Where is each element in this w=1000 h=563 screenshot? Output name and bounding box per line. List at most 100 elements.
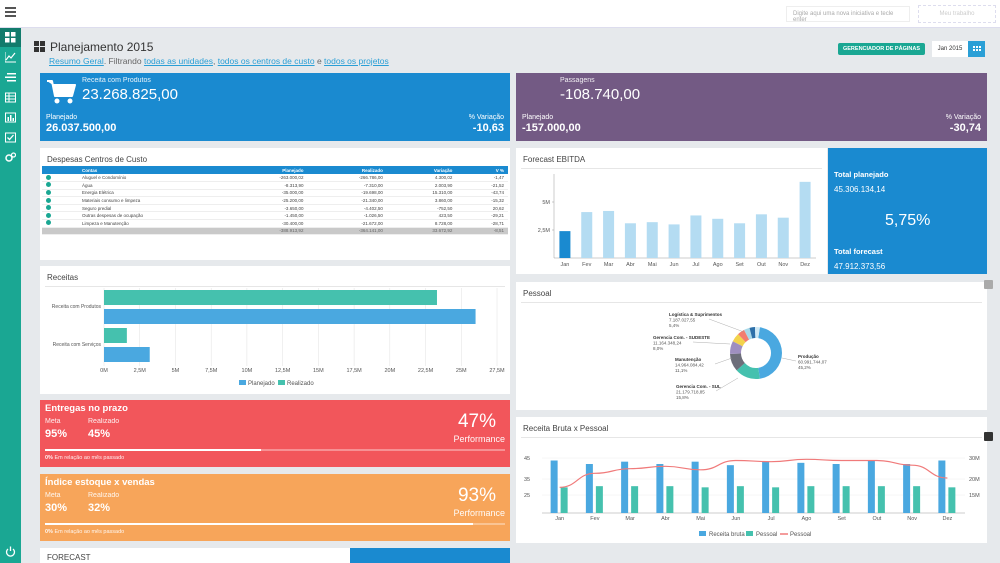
bar (104, 347, 150, 362)
bar (560, 487, 568, 513)
meta-value: 95% (45, 428, 68, 440)
table-header[interactable]: V % (456, 166, 508, 174)
x-tick-label: 22,5M (418, 368, 434, 374)
bar (701, 487, 709, 513)
bar-chart-icon[interactable] (0, 108, 21, 127)
line-chart-icon[interactable] (0, 48, 21, 67)
total-forecast-label: Total forecast (834, 247, 883, 256)
x-tick-label: 20M (384, 368, 395, 374)
x-tick-label: Jan (555, 516, 564, 522)
table-header[interactable]: Planejado (228, 166, 308, 174)
x-tick-label: 17,5M (346, 368, 362, 374)
panel-title: Receita Bruta x Pessoal (523, 424, 609, 433)
pie-label: Produção (798, 354, 819, 359)
table-cell (42, 227, 78, 236)
kpi-passagens: Passagens -108.740,00 Planejado -157.000… (516, 73, 987, 141)
realizado-label: Realizado (88, 418, 120, 425)
legend-label: Receita bruta (709, 532, 745, 538)
bar (585, 464, 593, 513)
link-projetos[interactable]: todos os projetos (324, 56, 389, 66)
x-tick-label: Set (735, 262, 744, 268)
checklist-icon[interactable] (0, 128, 21, 147)
planned-label: Planejado (522, 114, 554, 121)
my-work-button[interactable]: Meu trabalho (918, 5, 996, 23)
x-tick-label: Abr (626, 262, 635, 268)
x-tick-label: 12,5M (275, 368, 291, 374)
kpi-value: -108.740,00 (560, 86, 641, 103)
leader-line (708, 318, 745, 333)
total-planned-value: 45.306.134,14 (834, 185, 886, 194)
bar (797, 462, 805, 513)
y-tick-label: 2,5M (538, 228, 551, 234)
table-cell: -4.402,50 (307, 204, 387, 213)
filter-breadcrumb: Resumo Geral. Filtrando todas as unidade… (49, 56, 389, 66)
top-bar: Digite aqui uma nova iniciativa e tecle … (0, 0, 1000, 28)
table-row[interactable]: Outras despesas de ocupação -1.450,00 -1.0… (42, 211, 508, 221)
table-header[interactable]: Realizado (307, 166, 387, 174)
dashboard-icon[interactable] (0, 28, 21, 47)
power-icon[interactable] (0, 542, 21, 561)
status-cell (42, 181, 78, 190)
forecast-bottom-panel: FORECAST (40, 548, 350, 563)
page-manager-button[interactable]: GERENCIADOR DE PÁGINAS (838, 43, 925, 55)
forecast-percent: 5,75% (885, 212, 931, 229)
scroll-up-icon[interactable] (984, 432, 993, 441)
bar (726, 465, 734, 513)
initiative-input[interactable]: Digite aqui uma nova iniciativa e tecle … (786, 6, 910, 23)
link-unidades[interactable]: todas as unidades (143, 56, 213, 66)
link-centros-custo[interactable]: todos os centros de custo (217, 56, 315, 66)
panel-title: Entregas no prazo (45, 403, 128, 414)
calendar-icon[interactable] (968, 41, 985, 57)
bar (762, 461, 770, 513)
bar (666, 486, 674, 513)
realizado-label: Realizado (88, 492, 120, 499)
settings-icon[interactable] (0, 148, 21, 167)
x-tick-label: 2,5M (134, 368, 147, 374)
status-dot (46, 205, 51, 211)
bar (104, 328, 127, 343)
bar (736, 486, 744, 513)
scroll-up-icon[interactable] (984, 280, 993, 289)
legend-swatch (746, 531, 753, 536)
list-icon[interactable] (0, 68, 21, 87)
receita-pessoal-panel: Receita Bruta x Pessoal 45 35 25 30M 20M 15M J… (516, 417, 987, 543)
table-cell: 4.300,02 (386, 174, 457, 183)
bar (867, 460, 875, 513)
status-dot (46, 212, 51, 218)
receitas-chart: 0M 2,5M 5M 7,5M 10M 12,5M 15M 17,5M 20M 22,5M 25M 2… (52, 288, 505, 387)
x-tick-label: Jun (670, 262, 679, 268)
period-selector[interactable]: Jan 2015 (932, 41, 968, 57)
planned-value: -157.000,00 (522, 122, 581, 134)
table-row[interactable]: Seguro predial -3.650,00 -4.402,50 -752,50 2… (42, 204, 508, 213)
table-header[interactable]: Variação (386, 166, 457, 174)
comparison-note: 0% Em relação ao mês passado (45, 455, 125, 461)
pessoal-panel: Pessoal Logística & Suprimentos 7.187.027… (516, 282, 987, 410)
table-row[interactable]: Limpeza e Manutenção -30.400,00 -21.672,00… (42, 219, 508, 228)
filter-text: . Filtrando (103, 56, 144, 66)
table-header[interactable] (42, 166, 78, 174)
variation-value: -10,63 (472, 122, 504, 134)
forecast-ebitda-panel: Forecast EBITDA 5M 2,5M Jan Fev Mar Abr Mai Jun… (516, 148, 827, 274)
menu-icon[interactable] (5, 7, 16, 19)
link-resumo-geral[interactable]: Resumo Geral (49, 56, 104, 66)
table-cell: 3.860,00 (386, 196, 457, 205)
status-dot (46, 189, 51, 195)
legend-label: Pessoal (790, 532, 811, 538)
x-tick-label: Abr (661, 516, 670, 522)
x-tick-label: Mai (696, 516, 705, 522)
table-row[interactable]: Materiais consumo e limpeza -25.200,00 -21… (42, 196, 508, 205)
bar (734, 223, 746, 258)
table-header[interactable]: Contas (78, 166, 228, 174)
table-cell: -15,32 (456, 196, 508, 205)
table-icon[interactable] (0, 88, 21, 107)
table-row[interactable]: Aluguel e Condomínio -263.000,02 -266.786,… (42, 174, 508, 183)
table-row[interactable]: Água -8.313,90 -7.310,00 2.003,90 -21,52 (42, 181, 508, 190)
table-row[interactable]: Energia Elétrica -35.000,00 -19.698,00 15.3… (42, 189, 508, 198)
table-cell: -266.786,00 (307, 174, 387, 183)
bar (104, 290, 437, 305)
x-tick-label: 10M (242, 368, 253, 374)
leader-line (781, 357, 797, 362)
kpi-label: Receita com Produtos (82, 77, 151, 84)
x-tick-label: Ago (801, 516, 811, 522)
x-tick-label: Jan (560, 262, 569, 268)
